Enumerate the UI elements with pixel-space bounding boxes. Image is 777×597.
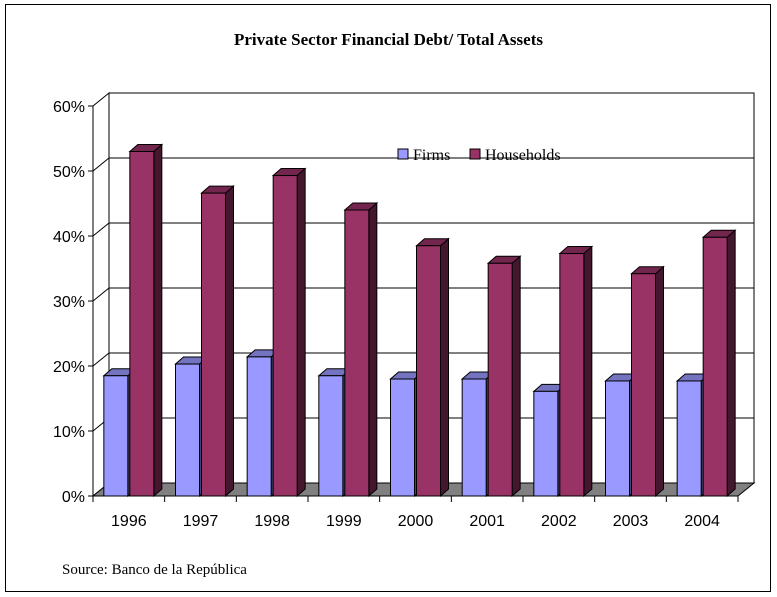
legend-label-firms: Firms xyxy=(413,147,450,164)
y-tick-label: 40% xyxy=(53,229,85,246)
legend-swatch-households xyxy=(469,148,481,160)
y-tick-label: 10% xyxy=(53,424,85,441)
bar-side-households xyxy=(511,255,521,498)
chart-title: Private Sector Financial Debt/ Total Ass… xyxy=(234,30,543,49)
x-tick-label: 1998 xyxy=(254,513,290,530)
bar-households-2000 xyxy=(416,245,441,497)
x-tick-label: 1997 xyxy=(183,513,219,530)
gridline-side xyxy=(92,352,110,367)
bar-firms-2000 xyxy=(390,378,415,497)
x-tick-label: 2004 xyxy=(684,513,720,530)
bar-households-1999 xyxy=(344,209,370,497)
bar-firms-2003 xyxy=(605,380,630,497)
x-tick-label: 2000 xyxy=(398,513,434,530)
bar-households-2002 xyxy=(559,253,585,497)
bar-households-1998 xyxy=(272,175,298,497)
bar-side-households xyxy=(225,184,234,498)
bar-side-households xyxy=(368,201,378,498)
bar-firms-2002 xyxy=(533,390,559,497)
bar-households-1996 xyxy=(129,151,155,497)
gridline-side xyxy=(92,287,110,302)
x-tick-label: 2001 xyxy=(469,513,505,530)
x-tick-label: 1999 xyxy=(326,513,362,530)
bar-side-households xyxy=(655,265,664,498)
bar-firms-1998 xyxy=(246,356,272,497)
bar-households-2003 xyxy=(631,273,656,497)
gridline-side xyxy=(92,222,110,237)
y-tick-label: 0% xyxy=(62,489,85,506)
x-tick-label: 1996 xyxy=(111,513,147,530)
y-tick-label: 50% xyxy=(53,164,85,181)
legend-swatch-firms xyxy=(397,148,409,160)
bar-households-2001 xyxy=(487,262,513,497)
bar-firms-1999 xyxy=(318,375,344,497)
bar-households-2004 xyxy=(702,236,728,497)
x-tick-label: 2003 xyxy=(613,513,649,530)
y-tick-label: 30% xyxy=(53,294,85,311)
bar-side-households xyxy=(440,237,449,498)
bar-side-households xyxy=(296,167,306,498)
bar-firms-1997 xyxy=(175,363,200,497)
bar-firms-2004 xyxy=(676,380,702,497)
bar-households-1997 xyxy=(201,192,226,497)
bar-side-households xyxy=(726,229,736,498)
legend-label-households: Households xyxy=(485,147,561,164)
bar-side-households xyxy=(153,143,163,498)
bar-side-households xyxy=(583,245,593,498)
source-note: Source: Banco de la República xyxy=(62,562,247,578)
bar-firms-1996 xyxy=(103,375,129,497)
y-tick-label: 60% xyxy=(53,99,85,116)
bar-firms-2001 xyxy=(461,378,487,497)
x-tick-label: 2002 xyxy=(541,513,577,530)
y-tick-label: 20% xyxy=(53,359,85,376)
gridline-side xyxy=(92,157,110,172)
